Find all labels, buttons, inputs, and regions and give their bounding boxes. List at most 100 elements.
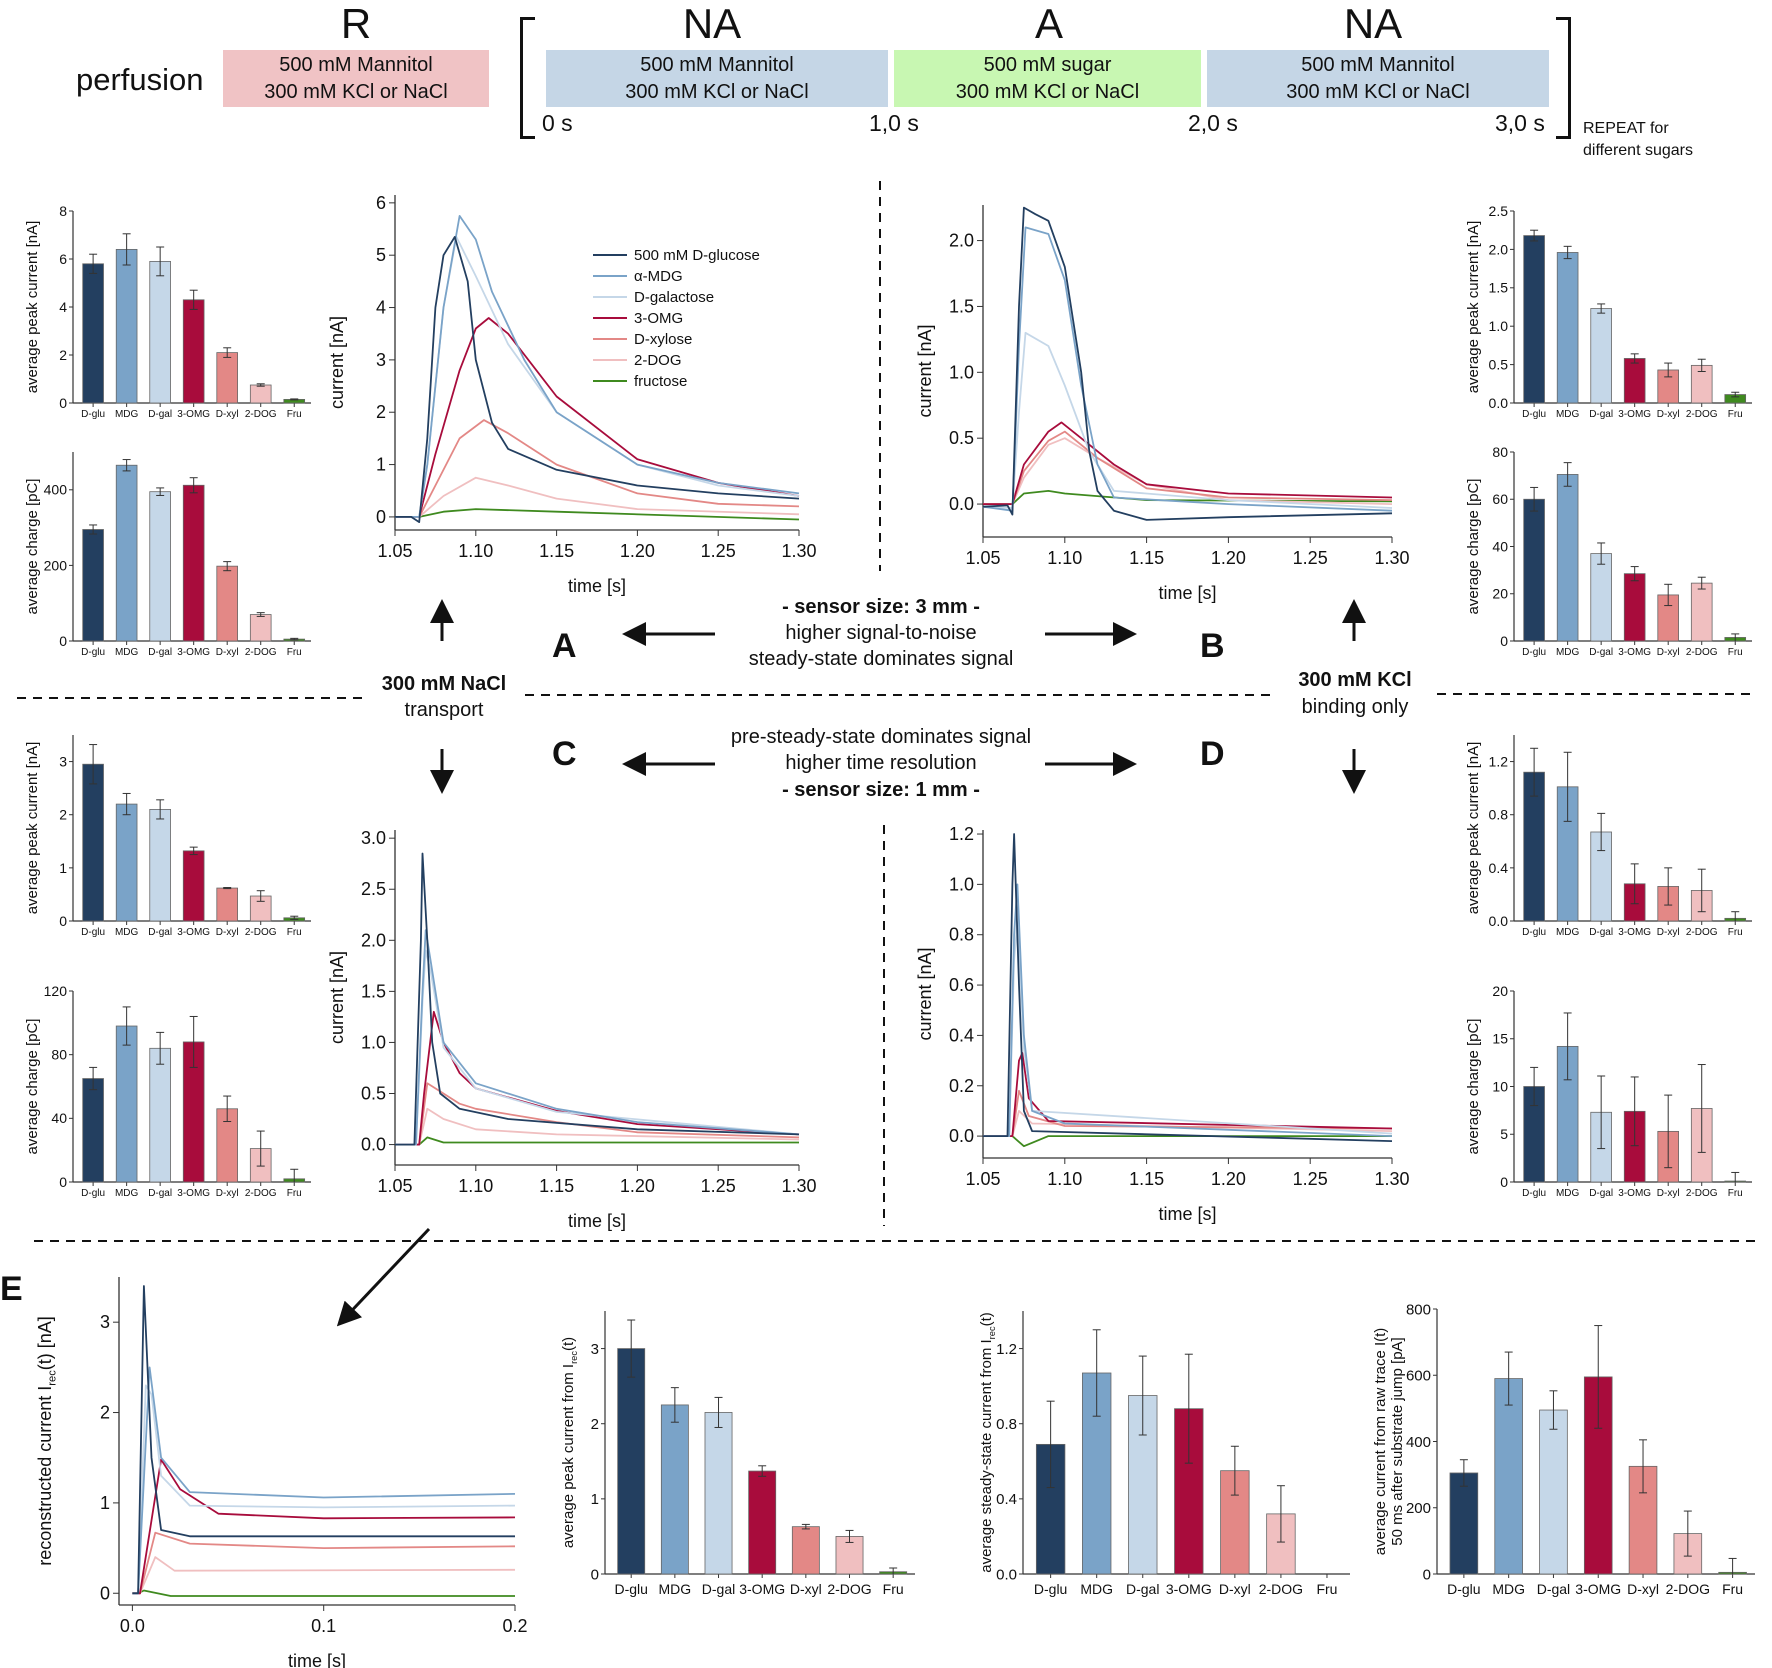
trace-D-gal — [395, 235, 800, 518]
line-chart-A_trace: 0 1 2 3 4 5 6 1.05 1.10 1.15 1.20 1.25 1.30 time [s] c… — [327, 193, 817, 596]
category-label: 2-DOG — [1666, 1581, 1710, 1597]
category-label: D-gal — [1537, 1581, 1570, 1597]
y-tick-label: 2.0 — [949, 231, 974, 251]
category-label: 2-DOG — [245, 927, 277, 938]
y-tick-label: 20 — [1492, 983, 1508, 999]
bar-D-gal — [149, 809, 171, 922]
y-tick-label: 0 — [376, 507, 386, 527]
panel-label-b: B — [1200, 627, 1225, 665]
y-tick-label: 80 — [51, 1047, 67, 1063]
y-tick-label: 2 — [59, 807, 67, 823]
y-tick-label: 1 — [59, 860, 67, 876]
solution-line2: 300 mM KCl or NaCl — [955, 80, 1140, 103]
label-subscript: rec — [987, 1326, 997, 1339]
trace-3-OMG — [983, 421, 1393, 506]
y-tick-label: 0.0 — [1489, 395, 1509, 411]
right-bracket — [1556, 17, 1571, 139]
category-label: D-glu — [1447, 1581, 1480, 1597]
legend-label: D-galactose — [634, 289, 714, 306]
x-tick-label: 1.20 — [620, 1176, 655, 1196]
y-axis-label: average peak current [nA] — [24, 221, 41, 394]
bar-D-glu — [82, 763, 104, 922]
x-tick-label: 1.30 — [781, 1176, 816, 1196]
phase-label-r: R — [340, 0, 372, 47]
y-tick-label: 60 — [1492, 491, 1508, 507]
x-tick-label: 0.1 — [311, 1616, 336, 1636]
x-tick-label: 1.10 — [1047, 548, 1082, 568]
y-tick-label: 0.4 — [949, 1025, 974, 1045]
y-tick-label: 600 — [1406, 1368, 1431, 1385]
y-tick-label: 2.0 — [361, 930, 386, 950]
y-tick-label: 1.2 — [949, 824, 974, 844]
bar-D-glu — [82, 529, 104, 642]
y-tick-label: 0.4 — [996, 1491, 1017, 1508]
y-tick-label: 1.0 — [361, 1032, 386, 1052]
transport-label: transport — [404, 699, 484, 721]
trace-Fru — [983, 1135, 1392, 1148]
trace-3-OMG — [395, 317, 800, 518]
category-label: D-glu — [1522, 647, 1546, 658]
y-tick-label: 0.5 — [949, 428, 974, 448]
panel-label-c: C — [552, 735, 577, 773]
time-3: 3,0 s — [1495, 110, 1545, 136]
higher-snr: higher signal-to-noise — [785, 622, 977, 644]
label-part: (t) [nA] — [35, 1316, 55, 1370]
category-label: D-gal — [148, 409, 172, 420]
y-tick-label: 1.5 — [949, 296, 974, 316]
legend-label: 2-DOG — [634, 352, 682, 369]
trace-MDG — [395, 214, 800, 518]
y-tick-label: 1.0 — [949, 362, 974, 382]
bar-chart-E_peak: 0 1 2 3 D-glu MDG D-gal 3-OMG D-xyl 2-DOG Fru avera… — [560, 1311, 915, 1597]
category-label: MDG — [1556, 927, 1580, 938]
bar-D-glu — [617, 1348, 646, 1575]
phase-label-na-2: NA — [1343, 0, 1403, 47]
x-tick-label: 1.25 — [701, 541, 736, 561]
solution-line1: 500 mM Mannitol — [279, 53, 433, 76]
category-label: 2-DOG — [1686, 1188, 1718, 1199]
category-label: MDG — [659, 1581, 692, 1597]
y-tick-label: 1.5 — [361, 981, 386, 1001]
category-label: D-gal — [148, 647, 172, 658]
bar-D-gal — [149, 491, 171, 642]
category-label: D-gal — [1589, 927, 1613, 938]
y-tick-label: 2 — [100, 1403, 110, 1423]
panel-label-d: D — [1200, 735, 1225, 773]
y-tick-label: 0.0 — [1489, 913, 1509, 929]
y-tick-label: 1 — [591, 1491, 599, 1508]
bar-chart-D_peak: 0.0 0.4 0.8 1.2 D-glu MDG D-gal 3-OMG D-xyl 2-DOG… — [1465, 735, 1752, 938]
legend-label: 500 mM D-glucose — [634, 247, 760, 264]
x-axis-label: time [s] — [288, 1651, 346, 1668]
bar-D-xyl — [216, 887, 238, 922]
y-tick-label: 1.0 — [949, 874, 974, 894]
binding-only-label: binding only — [1301, 696, 1409, 718]
trace-2-DOG — [132, 1556, 516, 1595]
trace-D-xyl — [983, 430, 1393, 506]
solution-line2: 300 mM KCl or NaCl — [1286, 80, 1470, 103]
trace-D-glu — [132, 1285, 515, 1595]
label-line: 50 ms after substrate jump [pA] — [1389, 1337, 1406, 1545]
category-label: Fru — [1728, 927, 1743, 938]
label-part: reconstructed current I — [35, 1386, 55, 1566]
y-tick-label: 2 — [59, 347, 67, 363]
y-tick-label: 1.0 — [1489, 318, 1509, 334]
solution-line1: 500 mM Mannitol — [640, 53, 794, 76]
y-tick-label: 0 — [59, 633, 67, 649]
y-tick-label: 0.8 — [996, 1416, 1017, 1433]
y-tick-label: 0.0 — [949, 1126, 974, 1146]
y-tick-label: 0 — [59, 395, 67, 411]
bar-MDG — [115, 803, 138, 922]
y-axis-label: current [nA] — [915, 324, 935, 417]
y-tick-label: 0.0 — [996, 1566, 1017, 1583]
category-label: 3-OMG — [1618, 409, 1651, 420]
category-label: D-xyl — [1657, 647, 1680, 658]
category-label: D-xyl — [1657, 927, 1680, 938]
bar-3-OMG — [748, 1470, 777, 1575]
bar-D-gal — [149, 260, 171, 404]
category-label: D-xyl — [1657, 1188, 1680, 1199]
category-label: D-xyl — [216, 1188, 239, 1199]
bar-D-xyl — [791, 1526, 820, 1575]
trace-D-glu — [395, 852, 800, 1146]
category-label: D-xyl — [790, 1581, 822, 1597]
category-label: Fru — [1722, 1581, 1743, 1597]
dividers — [17, 181, 1757, 1242]
